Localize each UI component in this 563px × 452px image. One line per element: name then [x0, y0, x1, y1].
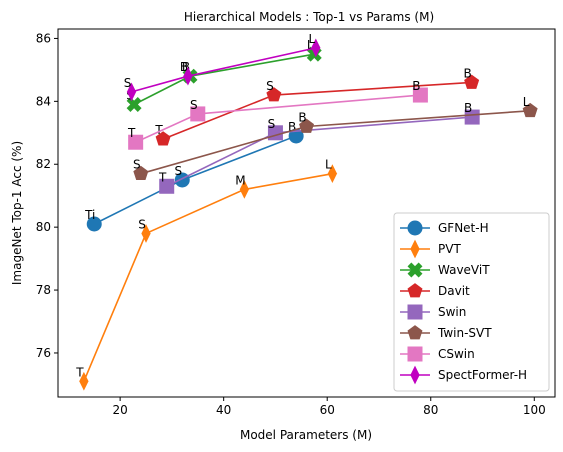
legend-entry-spectformer-h: SpectFormer-H	[400, 365, 527, 385]
data-point	[128, 134, 144, 150]
legend-box	[393, 212, 550, 392]
data-point	[126, 82, 137, 102]
data-point	[183, 66, 193, 86]
legend-marker	[407, 262, 423, 278]
legend-marker	[407, 220, 423, 236]
legend-marker	[410, 365, 420, 385]
axes: 20 40 60 80 100 76 78 80 82 84 86	[36, 31, 546, 417]
data-point	[79, 371, 89, 391]
point-label: T	[158, 170, 167, 184]
point-label: B	[412, 79, 420, 93]
data-point	[239, 180, 250, 199]
point-label: B	[180, 60, 188, 74]
legend-label: PVT	[438, 242, 461, 256]
x-tick-label: 100	[523, 403, 546, 417]
y-tick-label: 82	[36, 157, 51, 171]
y-tick-label: 76	[36, 346, 51, 360]
data-point	[311, 38, 321, 58]
x-axis-label: Model Parameters (M)	[240, 428, 372, 442]
data-point	[86, 216, 102, 232]
series-swin: TSB	[158, 101, 480, 194]
x-tick-label: 80	[423, 403, 438, 417]
point-label: B	[182, 60, 190, 74]
point-label: B	[288, 120, 296, 134]
plot-area: TiSBTSMLSBLTSBTSBSBLTSBSBL	[75, 32, 538, 391]
legend-entry-davit: Davit	[400, 283, 470, 298]
data-point	[522, 102, 538, 118]
point-label: S	[133, 158, 141, 172]
series-wavevit: S B L	[126, 38, 322, 112]
data-point	[266, 87, 282, 102]
data-point	[159, 178, 175, 194]
point-label: S	[266, 79, 274, 93]
plot-frame	[57, 28, 556, 398]
point-label: T	[75, 365, 84, 379]
x-tick-label: 20	[112, 403, 127, 417]
point-label: L	[307, 38, 314, 52]
series-davit: TSB	[154, 66, 480, 146]
point-label: L	[308, 32, 315, 46]
point-label: S	[174, 164, 182, 178]
data-point	[299, 118, 314, 133]
legend-label: Davit	[438, 284, 470, 298]
legend-marker	[407, 304, 423, 320]
series-spectformer-h: S B L	[124, 32, 321, 102]
legend-label: WaveViT	[438, 263, 490, 277]
data-point	[327, 164, 338, 184]
point-label: M	[235, 173, 245, 187]
point-label: B	[464, 66, 472, 80]
data-point	[155, 131, 171, 146]
point-label: L	[523, 95, 530, 109]
point-label: B	[298, 111, 306, 125]
data-point	[141, 224, 151, 243]
legend-label: Twin-SVT	[437, 326, 492, 340]
x-tick-label: 60	[320, 403, 335, 417]
x-tick-label: 40	[216, 403, 231, 417]
legend-marker	[407, 325, 423, 340]
series-line	[133, 53, 315, 106]
legend-label: SpectFormer-H	[438, 368, 527, 382]
legend-label: CSwin	[438, 347, 475, 361]
data-point	[190, 106, 206, 122]
legend-entry-twin-svt: Twin-SVT	[400, 325, 492, 340]
series-twin-svt: SBL	[133, 95, 538, 181]
y-tick-label: 78	[36, 283, 51, 297]
point-label: Ti	[84, 208, 95, 222]
y-tick-label: 84	[36, 94, 51, 108]
point-label: S	[190, 98, 198, 112]
legend-entry-swin: Swin	[400, 304, 466, 320]
point-label: T	[127, 126, 136, 140]
y-tick-label: 80	[36, 220, 51, 234]
point-label: S	[268, 117, 276, 131]
legend: GFNet-H PVT WaveViT Davit Swin Twin-SVT CSwin S…	[393, 212, 550, 392]
point-label: S	[124, 76, 132, 90]
point-label: B	[464, 101, 472, 115]
legend-entry-pvt: PVT	[400, 239, 461, 259]
legend-entry-gfnet-h: GFNet-H	[400, 220, 489, 236]
data-point	[133, 165, 149, 181]
point-label: L	[325, 158, 332, 172]
y-tick-label: 86	[36, 31, 51, 45]
data-point	[126, 97, 142, 112]
point-label: T	[154, 123, 163, 137]
series-cswin: TSB	[127, 79, 428, 150]
legend-label: GFNet-H	[438, 221, 489, 235]
point-label: S	[138, 217, 146, 231]
series-line	[83, 172, 333, 382]
y-axis-label: ImageNet Top-1 Acc (%)	[10, 141, 24, 285]
data-point	[464, 109, 480, 125]
legend-entry-wavevit: WaveViT	[400, 262, 490, 278]
chart-title: Hierarchical Models : Top-1 vs Params (M…	[184, 10, 434, 24]
legend-marker	[410, 239, 420, 259]
data-point	[412, 87, 428, 103]
legend-label: Swin	[438, 305, 466, 319]
legend-marker	[407, 283, 423, 298]
data-point	[464, 74, 480, 89]
legend-entry-cswin: CSwin	[400, 346, 475, 362]
legend-marker	[407, 346, 423, 362]
